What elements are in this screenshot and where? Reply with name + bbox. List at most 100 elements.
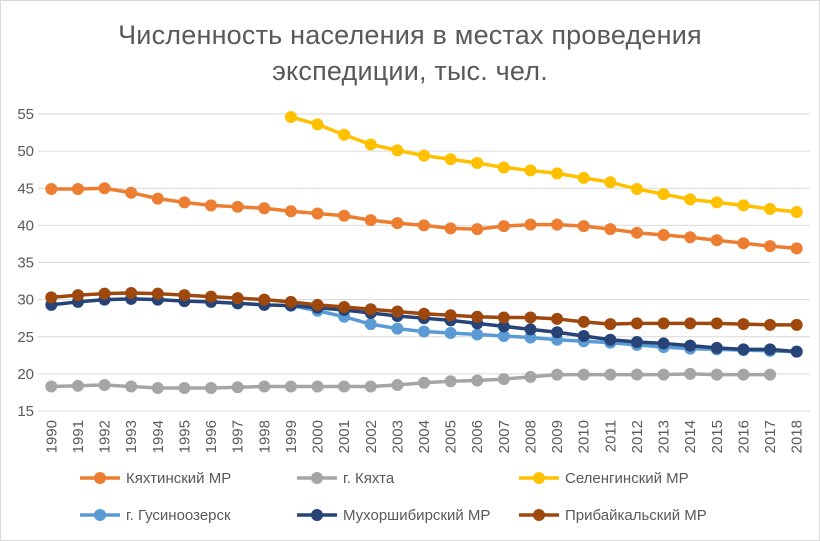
data-point	[737, 368, 750, 381]
data-point	[98, 287, 111, 300]
data-point	[338, 209, 351, 222]
x-tick-label: 2014	[682, 420, 699, 453]
x-tick-label: 2018	[789, 420, 806, 453]
x-tick-label: 1993	[123, 420, 140, 453]
data-point	[684, 367, 697, 380]
data-point	[737, 318, 750, 331]
data-point	[151, 192, 164, 205]
data-point	[684, 193, 697, 206]
x-tick-label: 2011	[602, 420, 619, 452]
data-point	[737, 343, 750, 356]
data-point	[551, 218, 564, 231]
data-point	[657, 337, 670, 350]
x-tick-label: 2015	[709, 420, 726, 453]
legend-label: Прибайкальский МР	[565, 507, 707, 524]
x-tick-label: 1991	[70, 420, 87, 453]
x-tick-label: 2006	[469, 420, 486, 453]
data-point	[630, 182, 643, 195]
data-point	[45, 291, 58, 304]
data-point	[391, 144, 404, 157]
x-tick-label: 1992	[97, 420, 114, 453]
y-tick-label: 55	[17, 106, 34, 123]
data-point	[125, 186, 138, 199]
data-point	[604, 368, 617, 381]
data-point	[684, 339, 697, 352]
data-point	[577, 368, 590, 381]
data-point	[258, 202, 271, 215]
x-tick-label: 1995	[176, 420, 193, 453]
data-point	[577, 315, 590, 328]
data-point	[630, 335, 643, 348]
data-point	[684, 317, 697, 330]
data-point	[524, 164, 537, 177]
data-point	[444, 309, 457, 322]
data-point	[178, 381, 191, 394]
data-point	[551, 167, 564, 180]
x-tick-label: 1990	[43, 420, 60, 453]
data-point	[604, 333, 617, 346]
legend-swatch-marker	[533, 472, 545, 484]
data-point	[231, 200, 244, 213]
data-point	[684, 231, 697, 244]
data-point	[444, 375, 457, 388]
y-tick-label: 40	[17, 217, 34, 234]
data-point	[364, 318, 377, 331]
legend-swatch-marker	[533, 509, 545, 521]
x-tick-label: 1996	[203, 420, 220, 453]
data-point	[205, 199, 218, 212]
data-point	[577, 330, 590, 343]
legend-label: Мухоршибирский МР	[343, 507, 490, 524]
data-point	[524, 311, 537, 324]
data-point	[364, 380, 377, 393]
data-point	[444, 222, 457, 235]
x-tick-label: 2012	[629, 420, 646, 453]
data-point	[418, 307, 430, 320]
data-point	[604, 318, 617, 331]
data-point	[604, 176, 617, 189]
x-tick-label: 2017	[762, 420, 779, 453]
data-point	[418, 149, 430, 162]
data-point	[178, 196, 191, 209]
x-tick-label: 2013	[656, 420, 673, 453]
data-point	[364, 138, 377, 151]
data-point	[391, 305, 404, 318]
data-point	[551, 368, 564, 381]
data-point	[497, 220, 510, 233]
data-point	[710, 317, 723, 330]
data-point	[125, 380, 138, 393]
data-point	[764, 343, 777, 356]
data-point	[551, 326, 564, 339]
data-point	[657, 368, 670, 381]
x-tick-label: 1998	[256, 420, 273, 453]
data-point	[764, 368, 777, 381]
data-point	[364, 214, 377, 227]
x-tick-label: 2009	[549, 420, 566, 453]
data-point	[524, 218, 537, 231]
x-tick-label: 1994	[150, 420, 167, 453]
data-point	[577, 171, 590, 184]
data-point	[338, 301, 351, 314]
x-tick-label: 1997	[230, 420, 247, 453]
data-point	[391, 322, 404, 335]
legend-swatch-marker	[94, 509, 106, 521]
data-point	[497, 311, 510, 324]
data-point	[764, 203, 777, 216]
data-point	[364, 303, 377, 316]
data-point	[764, 318, 777, 331]
data-point	[657, 317, 670, 330]
data-point	[284, 295, 297, 308]
data-point	[471, 223, 484, 236]
data-point	[471, 374, 484, 387]
x-tick-label: 1999	[283, 420, 300, 453]
series-line-2	[290, 115, 797, 214]
x-tick-label: 2001	[336, 420, 353, 453]
data-point	[657, 229, 670, 242]
data-point	[737, 199, 750, 212]
x-tick-label: 2004	[416, 420, 433, 453]
data-point	[98, 182, 111, 195]
data-point	[178, 289, 191, 302]
data-point	[497, 373, 510, 386]
data-point	[231, 381, 244, 394]
